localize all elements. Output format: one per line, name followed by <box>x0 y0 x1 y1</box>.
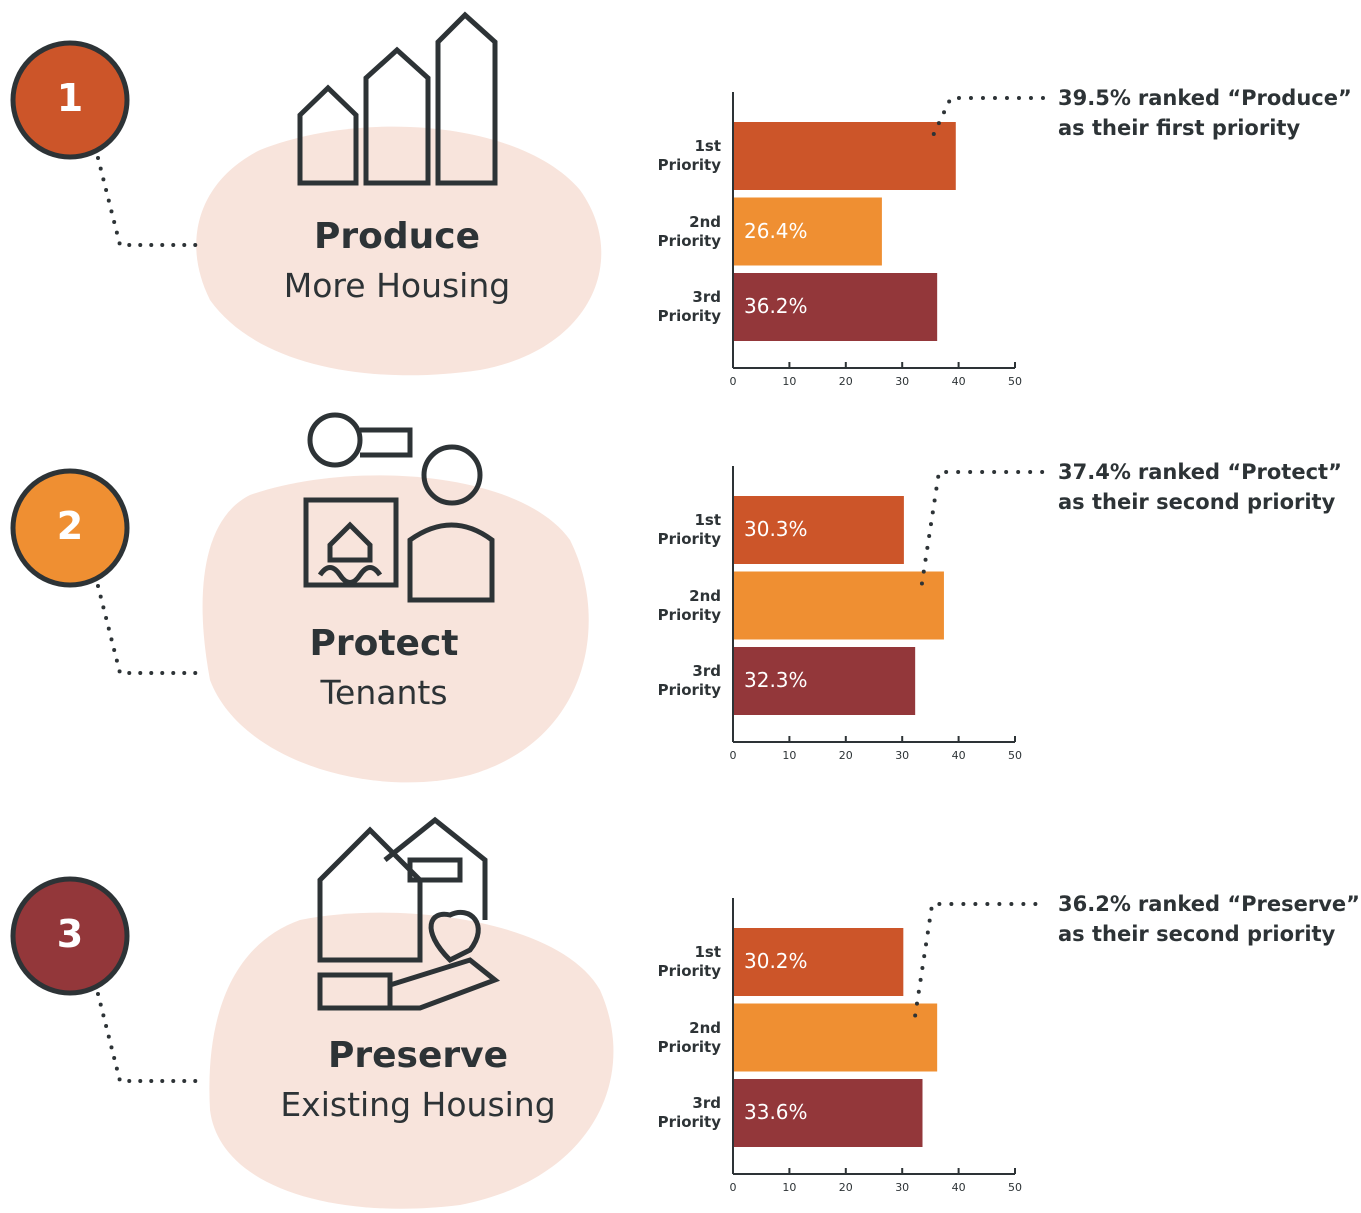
annotation-highlight: 39.5% <box>1058 86 1131 110</box>
bar <box>733 122 956 190</box>
annotation-line: 36.2% ranked “Preserve” <box>1058 889 1360 919</box>
value-label: 33.6% <box>744 1100 808 1124</box>
bar <box>733 572 944 640</box>
x-tick-label: 50 <box>995 1181 1035 1194</box>
x-tick-label: 30 <box>882 749 922 762</box>
subheading: Tenants <box>184 673 584 712</box>
x-tick-label: 10 <box>769 1181 809 1194</box>
annotation-line: 37.4% ranked “Protect” <box>1058 457 1342 487</box>
annotation-text: ranked “Produce” <box>1138 86 1352 110</box>
subheading: More Housing <box>197 266 597 305</box>
category-label: 3rd Priority <box>651 1094 721 1132</box>
annotation-line: 39.5% ranked “Produce” <box>1058 83 1352 113</box>
value-label: 26.4% <box>744 219 808 243</box>
x-tick-label: 30 <box>882 1181 922 1194</box>
annotation: 39.5% ranked “Produce” as their first prio… <box>1058 83 1352 143</box>
category-label: 2nd Priority <box>651 587 721 625</box>
x-tick-label: 20 <box>826 1181 866 1194</box>
x-tick-label: 50 <box>995 375 1035 388</box>
annotation-text: ranked “Preserve” <box>1138 892 1360 916</box>
x-tick-label: 20 <box>826 375 866 388</box>
x-tick-label: 40 <box>939 375 979 388</box>
category-label: 2nd Priority <box>651 1019 721 1057</box>
x-tick-label: 0 <box>713 1181 753 1194</box>
value-label: 30.3% <box>744 517 808 541</box>
category-label: 1st Priority <box>651 137 721 175</box>
category-label: 1st Priority <box>651 943 721 981</box>
x-tick-label: 0 <box>713 749 753 762</box>
annotation: 37.4% ranked “Protect” as their second pri… <box>1058 457 1342 517</box>
value-label: 30.2% <box>744 949 808 973</box>
connector <box>98 994 205 1081</box>
infographic: 1 Produce More Housing 1st Priority 2nd Prio… <box>0 0 1361 1213</box>
x-tick-label: 50 <box>995 749 1035 762</box>
annotation-text: as their second priority <box>1058 919 1360 949</box>
badge-number: 2 <box>10 504 130 548</box>
x-tick-label: 10 <box>769 375 809 388</box>
badge-number: 3 <box>10 912 130 956</box>
x-tick-label: 10 <box>769 749 809 762</box>
annotation: 36.2% ranked “Preserve” as their second pr… <box>1058 889 1360 949</box>
x-tick-label: 0 <box>713 375 753 388</box>
category-label: 3rd Priority <box>651 662 721 700</box>
annotation-leader <box>915 904 1045 1016</box>
annotation-leader <box>922 472 1045 584</box>
annotation-text: as their first priority <box>1058 113 1352 143</box>
category-label: 2nd Priority <box>651 213 721 251</box>
heading: Preserve <box>218 1035 618 1076</box>
annotation-highlight: 37.4% <box>1058 460 1131 484</box>
value-label: 32.3% <box>744 668 808 692</box>
category-label: 3rd Priority <box>651 288 721 326</box>
x-tick-label: 20 <box>826 749 866 762</box>
bar <box>733 1004 937 1072</box>
x-tick-label: 30 <box>882 375 922 388</box>
badge-number: 1 <box>10 76 130 120</box>
connector <box>98 158 205 245</box>
heading: Protect <box>184 623 584 664</box>
annotation-text: as their second priority <box>1058 487 1342 517</box>
x-tick-label: 40 <box>939 1181 979 1194</box>
value-label: 36.2% <box>744 294 808 318</box>
annotation-highlight: 36.2% <box>1058 892 1131 916</box>
heading: Produce <box>197 216 597 257</box>
category-label: 1st Priority <box>651 511 721 549</box>
subheading: Existing Housing <box>218 1085 618 1124</box>
annotation-text: ranked “Protect” <box>1138 460 1342 484</box>
x-tick-label: 40 <box>939 749 979 762</box>
